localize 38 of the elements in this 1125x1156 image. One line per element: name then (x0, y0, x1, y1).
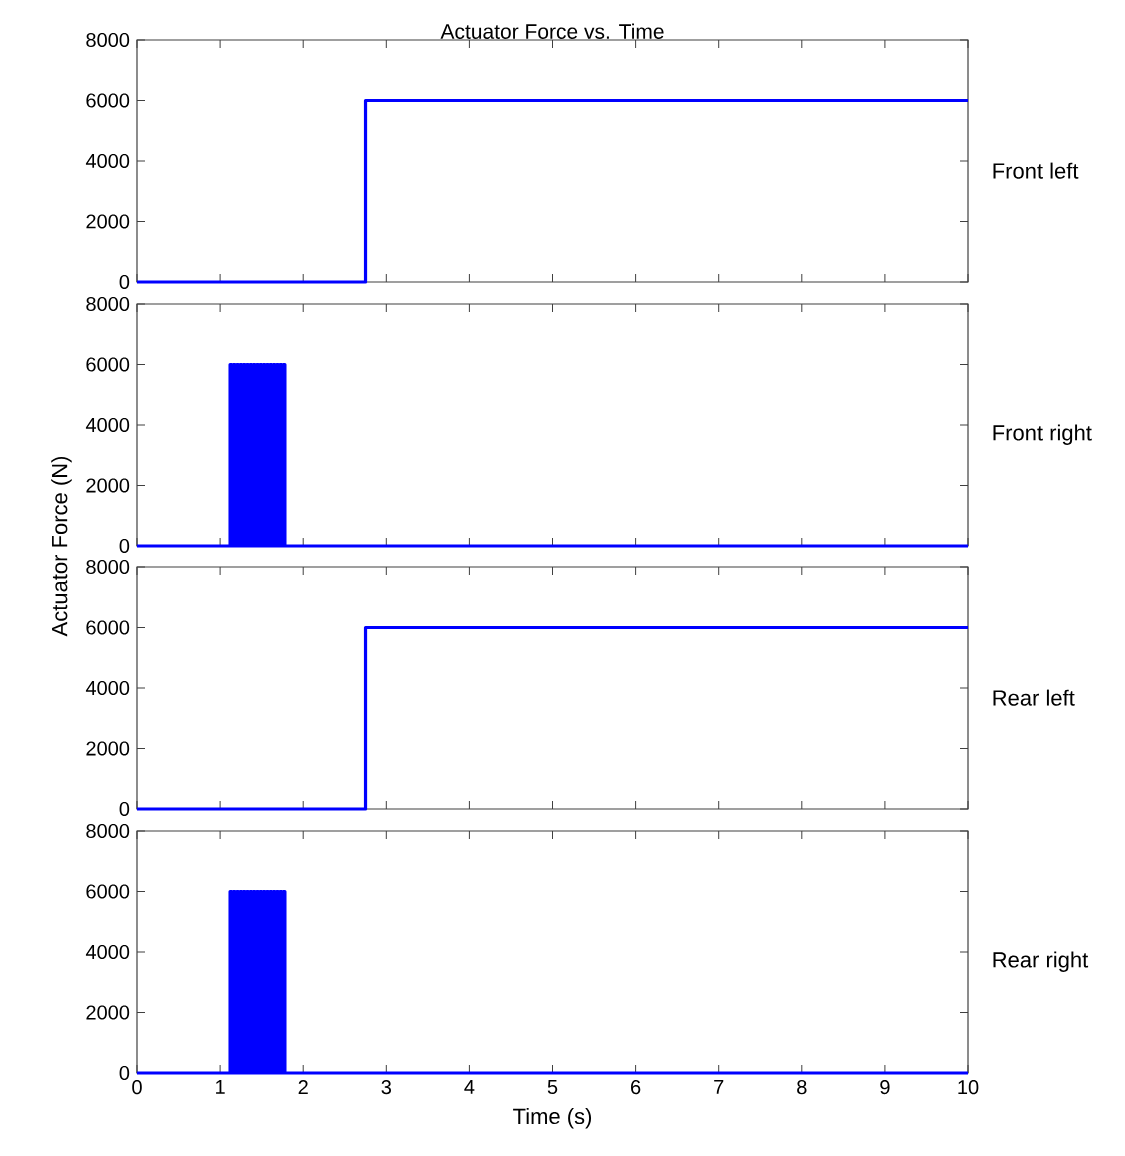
text: Front left (993, 162, 1079, 179)
chart-title: Actuator Force vs. Time (440, 23, 664, 39)
x-axis-title: Time (s) (513, 1107, 592, 1129)
text: Front right (993, 424, 1092, 445)
y-tick-label: 0 (119, 801, 130, 817)
x-tick-label: 2 (298, 1080, 308, 1095)
x-tick-label: 4 (464, 1080, 475, 1094)
y-tick-label: 4000 (85, 417, 130, 433)
y-tick-label: 6000 (86, 620, 130, 635)
y-tick-label: 0 (119, 274, 130, 290)
x-tick-label: 10 (958, 1080, 979, 1095)
y-tick-label: 0 (119, 538, 130, 554)
text: Rear right (993, 951, 1089, 972)
x-tick-label: 5 (547, 1080, 558, 1095)
x-tick-label: 3 (381, 1080, 391, 1095)
x-tick-label: 8 (797, 1080, 807, 1095)
x-tick-label: 1 (216, 1080, 225, 1094)
y-tick-label: 8000 (86, 32, 130, 48)
y-tick-label: 6000 (86, 93, 130, 108)
y-tick-label: 4000 (85, 680, 130, 696)
x-tick-label: 6 (631, 1080, 641, 1095)
x-tick-label: 7 (714, 1080, 724, 1094)
x-tick-label: 9 (880, 1080, 890, 1095)
y-tick-label: 2000 (86, 1005, 130, 1020)
y-tick-label: 6000 (86, 357, 130, 372)
y-axis-title: Actuator Force (N) (51, 456, 72, 637)
y-tick-label: 4000 (85, 153, 130, 169)
y-tick-label: 0 (119, 1065, 130, 1081)
x-tick-label: 0 (132, 1080, 142, 1095)
y-tick-label: 2000 (86, 741, 130, 756)
y-tick-label: 8000 (86, 823, 130, 839)
y-tick-label: 8000 (86, 296, 130, 312)
y-tick-label: 4000 (85, 944, 130, 960)
y-tick-label: 6000 (86, 884, 130, 899)
y-tick-label: 2000 (86, 214, 130, 229)
y-tick-label: 8000 (86, 559, 130, 575)
y-tick-label: 2000 (86, 478, 130, 493)
text: Rear left (993, 689, 1075, 706)
